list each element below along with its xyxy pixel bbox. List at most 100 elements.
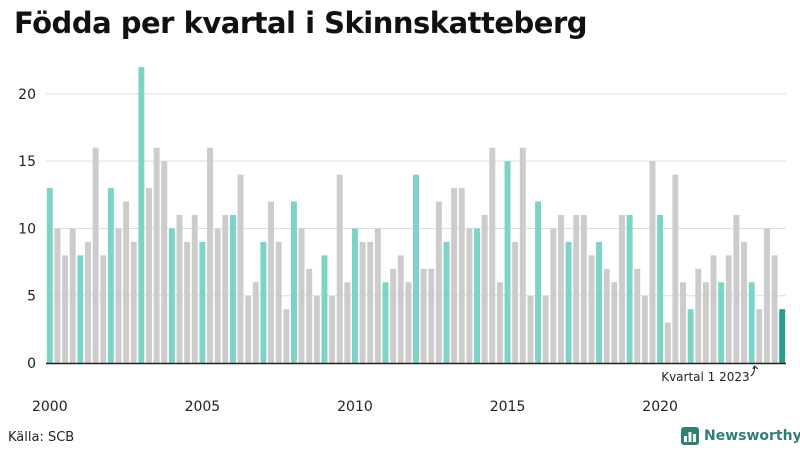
y-tick-label: 10 <box>18 221 36 237</box>
bar <box>550 228 557 363</box>
bar <box>565 241 572 363</box>
annotation-arrow <box>750 365 759 377</box>
bar <box>588 255 595 363</box>
bar <box>634 268 641 363</box>
bar <box>741 241 748 363</box>
y-tick-label: 15 <box>18 154 36 170</box>
source-note: Källa: SCB <box>8 430 75 445</box>
bar <box>489 147 496 363</box>
bar <box>756 309 763 363</box>
bar <box>77 255 84 363</box>
bars <box>46 67 786 363</box>
bar <box>214 228 221 363</box>
bar <box>245 295 252 363</box>
bar <box>329 295 336 363</box>
bar <box>54 228 61 363</box>
bar <box>115 228 122 363</box>
bar <box>718 282 725 363</box>
bar <box>321 255 328 363</box>
bar <box>107 188 114 363</box>
bar <box>283 309 290 363</box>
bar <box>672 174 679 363</box>
bar-chart-logo-icon <box>681 427 699 445</box>
bar <box>573 215 580 363</box>
annotation-label: Kvartal 1 2023 <box>661 370 749 384</box>
x-tick-label: 2010 <box>337 399 373 415</box>
bar <box>69 228 76 363</box>
bar <box>710 255 717 363</box>
y-tick-label: 0 <box>27 356 36 372</box>
bar <box>626 215 633 363</box>
bar <box>466 228 473 363</box>
bar <box>168 228 175 363</box>
bar <box>237 174 244 363</box>
bar <box>641 295 648 363</box>
y-axis-ticks: 0 5 10 15 20 <box>18 87 36 372</box>
x-tick-label: 2020 <box>642 399 678 415</box>
bar <box>619 215 625 363</box>
x-axis-ticks: 2000 2005 2010 2015 2020 <box>32 399 678 415</box>
bar <box>176 215 183 363</box>
bar <box>306 268 313 363</box>
bar <box>405 282 412 363</box>
bar <box>222 215 229 363</box>
bar <box>428 268 435 363</box>
bar <box>413 174 419 363</box>
bar <box>649 161 656 363</box>
y-tick-label: 20 <box>18 87 36 103</box>
bar <box>298 228 305 363</box>
bar <box>62 255 69 363</box>
bar <box>420 268 427 363</box>
bar <box>146 188 152 363</box>
bar <box>252 282 259 363</box>
bar <box>535 201 542 363</box>
bar <box>481 215 488 363</box>
bar <box>435 201 442 363</box>
brand-name: Newsworthy <box>704 428 800 444</box>
x-tick-label: 2015 <box>490 399 526 415</box>
bar <box>336 174 343 363</box>
bar <box>657 215 664 363</box>
bar <box>229 215 236 363</box>
bar <box>275 241 282 363</box>
bar <box>611 282 618 363</box>
bar <box>123 201 130 363</box>
y-tick-label: 5 <box>27 289 36 305</box>
chart-title: Födda per kvartal i Skinnskatteberg <box>14 6 588 40</box>
bar <box>359 241 366 363</box>
bar <box>268 201 275 363</box>
bar <box>763 228 770 363</box>
bar <box>557 215 564 363</box>
bar <box>46 188 53 363</box>
bar <box>596 241 603 363</box>
bar <box>519 147 526 363</box>
bar <box>382 282 389 363</box>
bar <box>771 255 778 363</box>
bar <box>92 147 99 363</box>
bar <box>313 295 320 363</box>
bar <box>443 241 450 363</box>
latest-annotation: Kvartal 1 2023 <box>661 365 759 384</box>
bar <box>496 282 503 363</box>
bar <box>84 241 91 363</box>
bar <box>474 228 481 363</box>
bar <box>161 161 168 363</box>
bar <box>184 241 191 363</box>
bar <box>153 147 160 363</box>
newsworthy-logo[interactable]: Newsworthy <box>681 427 800 445</box>
bar <box>603 268 610 363</box>
bar <box>344 282 351 363</box>
bar <box>458 188 465 363</box>
bar <box>580 215 587 363</box>
bar <box>130 241 137 363</box>
bar <box>374 228 381 363</box>
bar <box>748 282 755 363</box>
bar <box>725 255 732 363</box>
bar <box>397 255 404 363</box>
x-tick-label: 2000 <box>32 399 68 415</box>
x-tick-label: 2005 <box>185 399 221 415</box>
bar <box>351 228 358 363</box>
bar <box>207 147 213 363</box>
bar <box>695 268 702 363</box>
bar <box>390 268 397 363</box>
